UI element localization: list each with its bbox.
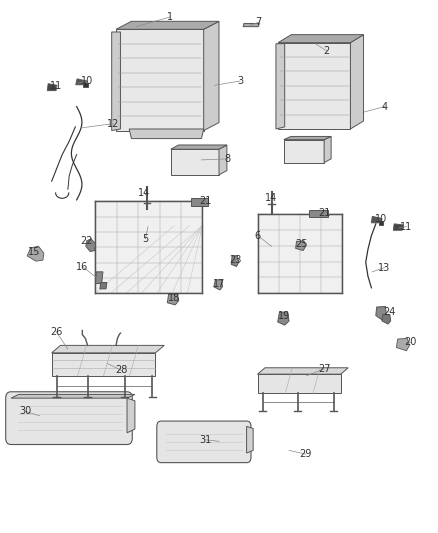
Text: 31: 31	[199, 435, 211, 445]
Text: 18: 18	[168, 294, 180, 303]
Text: 12: 12	[107, 119, 119, 128]
Polygon shape	[258, 374, 341, 393]
Text: 11: 11	[50, 82, 62, 91]
Polygon shape	[371, 216, 382, 223]
Text: 13: 13	[378, 263, 391, 272]
Polygon shape	[11, 394, 135, 398]
Polygon shape	[214, 280, 223, 290]
Text: 7: 7	[255, 18, 261, 27]
Polygon shape	[219, 145, 227, 175]
Text: 25: 25	[295, 239, 307, 249]
Polygon shape	[95, 272, 103, 284]
FancyBboxPatch shape	[6, 392, 132, 445]
Polygon shape	[47, 84, 57, 91]
Polygon shape	[52, 353, 155, 376]
Polygon shape	[393, 224, 403, 230]
Text: 14: 14	[138, 188, 151, 198]
Text: 10: 10	[375, 214, 387, 223]
Text: 29: 29	[300, 449, 312, 459]
Polygon shape	[83, 83, 88, 87]
Text: 16: 16	[76, 262, 88, 271]
Polygon shape	[284, 140, 324, 163]
Text: 10: 10	[81, 76, 93, 86]
Polygon shape	[324, 136, 331, 163]
Polygon shape	[116, 21, 219, 29]
Text: 19: 19	[278, 311, 290, 320]
Text: 1: 1	[167, 12, 173, 22]
Polygon shape	[204, 21, 219, 131]
Text: 20: 20	[405, 337, 417, 347]
Polygon shape	[247, 426, 253, 453]
Polygon shape	[379, 221, 383, 225]
Text: 22: 22	[81, 236, 93, 246]
Polygon shape	[27, 246, 44, 261]
Polygon shape	[284, 136, 331, 140]
Polygon shape	[350, 35, 364, 129]
Text: 27: 27	[318, 364, 330, 374]
Polygon shape	[129, 129, 204, 139]
Polygon shape	[191, 198, 208, 206]
Polygon shape	[167, 294, 179, 305]
Polygon shape	[127, 398, 135, 433]
Text: 24: 24	[383, 307, 395, 317]
Polygon shape	[231, 256, 239, 266]
Text: 28: 28	[116, 366, 128, 375]
Polygon shape	[52, 345, 164, 353]
Polygon shape	[258, 368, 348, 374]
FancyBboxPatch shape	[157, 421, 251, 463]
Text: 21: 21	[318, 208, 330, 218]
Polygon shape	[86, 239, 95, 252]
Text: 21: 21	[200, 197, 212, 206]
Text: 6: 6	[254, 231, 261, 240]
Text: 14: 14	[265, 193, 278, 203]
Text: 11: 11	[400, 222, 413, 231]
Polygon shape	[278, 312, 289, 325]
Text: 8: 8	[225, 154, 231, 164]
Polygon shape	[278, 43, 350, 129]
Polygon shape	[258, 214, 342, 293]
Polygon shape	[296, 241, 306, 251]
Text: 26: 26	[50, 327, 62, 336]
Polygon shape	[112, 32, 120, 131]
Text: 17: 17	[213, 279, 225, 288]
Polygon shape	[171, 149, 219, 175]
Text: 3: 3	[237, 76, 243, 86]
Polygon shape	[243, 23, 259, 27]
Polygon shape	[396, 338, 410, 351]
Polygon shape	[171, 145, 227, 149]
Polygon shape	[382, 314, 391, 324]
Polygon shape	[100, 282, 107, 289]
Polygon shape	[276, 44, 285, 129]
Text: 4: 4	[381, 102, 388, 111]
Text: 23: 23	[230, 255, 242, 265]
Text: 2: 2	[323, 46, 329, 55]
Polygon shape	[376, 306, 386, 320]
Polygon shape	[95, 201, 202, 293]
Text: 15: 15	[28, 247, 40, 256]
Polygon shape	[116, 29, 204, 131]
Text: 30: 30	[19, 407, 32, 416]
Text: 5: 5	[142, 234, 148, 244]
Polygon shape	[309, 210, 328, 217]
Polygon shape	[278, 35, 364, 43]
Polygon shape	[76, 79, 87, 85]
